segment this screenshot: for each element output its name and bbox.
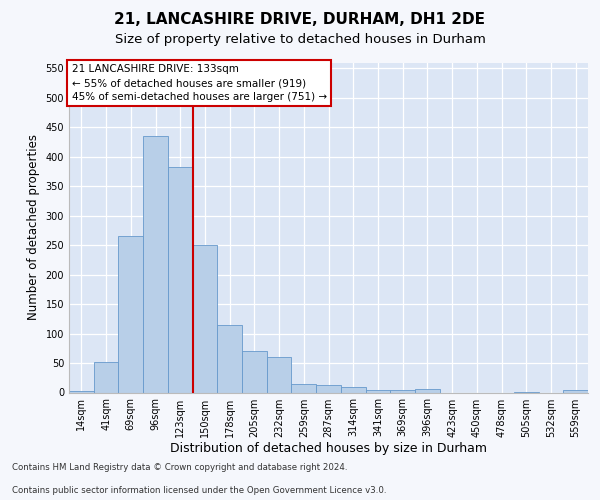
Text: 21, LANCASHIRE DRIVE, DURHAM, DH1 2DE: 21, LANCASHIRE DRIVE, DURHAM, DH1 2DE (115, 12, 485, 28)
Text: Contains public sector information licensed under the Open Government Licence v3: Contains public sector information licen… (12, 486, 386, 495)
Bar (118, 236, 143, 392)
Bar (94, 362, 118, 392)
Bar (415, 389, 440, 392)
Bar (143, 136, 168, 392)
Bar (390, 390, 415, 392)
Text: Size of property relative to detached houses in Durham: Size of property relative to detached ho… (115, 32, 485, 46)
Bar (193, 245, 217, 392)
Bar (341, 386, 365, 392)
Bar (365, 390, 390, 392)
Bar (168, 167, 193, 392)
Text: Contains HM Land Registry data © Crown copyright and database right 2024.: Contains HM Land Registry data © Crown c… (12, 464, 347, 472)
Text: 21 LANCASHIRE DRIVE: 133sqm
← 55% of detached houses are smaller (919)
45% of se: 21 LANCASHIRE DRIVE: 133sqm ← 55% of det… (71, 64, 327, 102)
Bar (292, 384, 316, 392)
Bar (242, 351, 267, 393)
Bar (217, 324, 242, 392)
Bar (316, 385, 341, 392)
Bar (563, 390, 588, 392)
Bar (69, 390, 94, 392)
X-axis label: Distribution of detached houses by size in Durham: Distribution of detached houses by size … (170, 442, 487, 456)
Bar (267, 357, 292, 392)
Y-axis label: Number of detached properties: Number of detached properties (27, 134, 40, 320)
